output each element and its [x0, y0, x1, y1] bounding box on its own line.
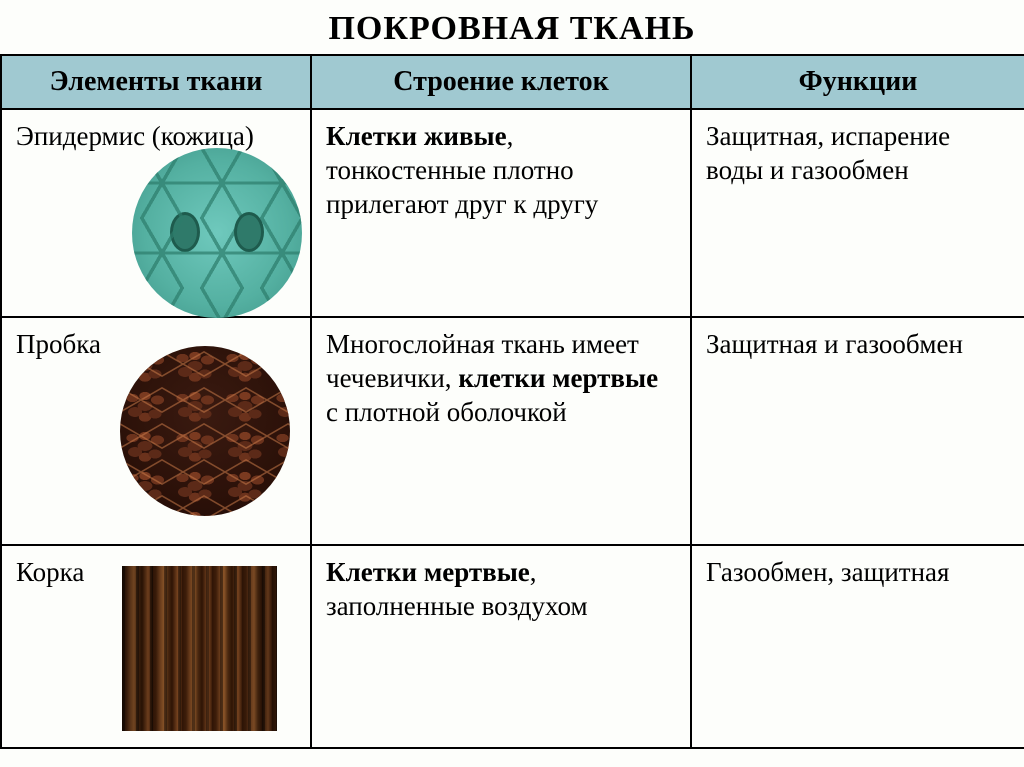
cell-structure-bark: Клетки мертвые, заполненные воздухом	[311, 545, 691, 748]
cell-functions-epidermis: Защитная, испарение воды и газообмен	[691, 109, 1024, 317]
element-label: Корка	[16, 557, 84, 587]
structure-text-after: с плотной оболочкой	[326, 397, 567, 427]
page-title: ПОКРОВНАЯ ТКАНЬ	[0, 0, 1024, 54]
element-label: Пробка	[16, 329, 101, 359]
table-row: Эпидермис (кожица) Клетки живые, тонкост…	[1, 109, 1024, 317]
cell-functions-cork: Защитная и газообмен	[691, 317, 1024, 545]
epidermis-micrograph-icon	[132, 148, 302, 318]
structure-text-bold: клетки мертвые	[458, 363, 658, 393]
cell-functions-bark: Газообмен, защитная	[691, 545, 1024, 748]
cell-element-epidermis: Эпидермис (кожица)	[1, 109, 311, 317]
cell-structure-cork: Многослойная ткань имеет чечевички, клет…	[311, 317, 691, 545]
col-header-structure: Строение клеток	[311, 55, 691, 109]
tissue-table: Элементы ткани Строение клеток Функции Э…	[0, 54, 1024, 749]
cell-element-cork: Пробка	[1, 317, 311, 545]
table-row: Корка Клетки мертвые, заполненные воздух…	[1, 545, 1024, 748]
structure-text-bold: Клетки мертвые	[326, 557, 530, 587]
col-header-functions: Функции	[691, 55, 1024, 109]
bark-photograph-icon	[122, 566, 277, 731]
structure-text-bold: Клетки живые	[326, 121, 507, 151]
cell-structure-epidermis: Клетки живые, тонкостенные плотно прилег…	[311, 109, 691, 317]
col-header-elements: Элементы ткани	[1, 55, 311, 109]
cell-element-bark: Корка	[1, 545, 311, 748]
table-row: Пробка Многослойная ткань имеет чечевичк…	[1, 317, 1024, 545]
cork-micrograph-icon	[120, 346, 290, 516]
table-header-row: Элементы ткани Строение клеток Функции	[1, 55, 1024, 109]
element-label: Эпидермис (кожица)	[16, 121, 254, 151]
